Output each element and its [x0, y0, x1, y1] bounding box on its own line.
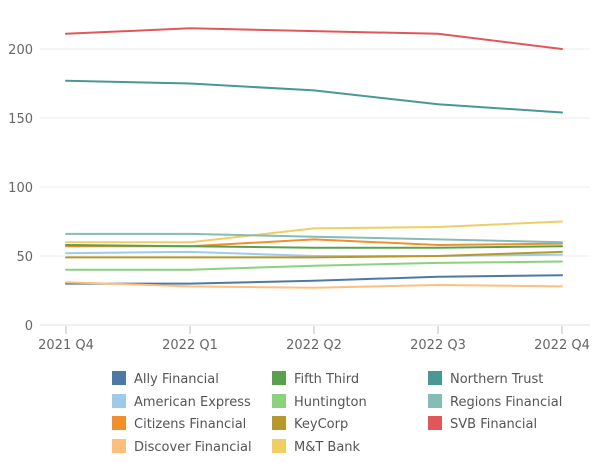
y-tick-label: 50 [16, 250, 33, 265]
x-tick-label: 2022 Q3 [410, 338, 466, 353]
legend-swatch [272, 416, 286, 430]
legend-label: SVB Financial [450, 417, 537, 432]
series-line-regions-financial [65, 232, 563, 244]
legend-item-m-t-bank[interactable]: M&T Bank [272, 439, 361, 455]
series-line-fifth-third [65, 244, 563, 249]
legend-item-svb-financial[interactable]: SVB Financial [428, 416, 537, 432]
y-tick-label: 200 [8, 43, 33, 58]
legend-item-keycorp[interactable]: KeyCorp [272, 416, 348, 432]
legend-swatch [272, 394, 286, 408]
legend-label: M&T Bank [294, 440, 361, 455]
legend-item-northern-trust[interactable]: Northern Trust [428, 371, 543, 387]
legend-label: Fifth Third [294, 372, 359, 387]
legend-item-discover-financial[interactable]: Discover Financial [112, 439, 252, 455]
legend-swatch [428, 416, 442, 430]
legend-item-fifth-third[interactable]: Fifth Third [272, 371, 359, 387]
series-line-m-t-bank [65, 220, 563, 244]
y-tick-label: 0 [25, 319, 33, 334]
series-line-ally-financial [65, 274, 563, 285]
legend-label: American Express [134, 395, 251, 410]
y-axis: 0 50 100 150 200 [8, 43, 33, 334]
legend-label: Huntington [294, 395, 367, 410]
legend-item-huntington[interactable]: Huntington [272, 394, 367, 410]
x-axis: 2021 Q4 2022 Q1 2022 Q2 2022 Q3 2022 Q4 [38, 324, 590, 353]
legend-item-citizens-financial[interactable]: Citizens Financial [112, 416, 246, 432]
legend-swatch [272, 371, 286, 385]
legend-label: Regions Financial [450, 395, 562, 410]
legend-swatch [112, 416, 126, 430]
legend-swatch [272, 439, 286, 453]
y-tick-label: 150 [8, 112, 33, 127]
series-lines [65, 27, 563, 289]
legend: Ally Financial American Express Citizens F… [112, 371, 562, 455]
legend-swatch [112, 371, 126, 385]
series-line-svb-financial [65, 27, 563, 50]
legend-label: Citizens Financial [134, 417, 246, 432]
legend-label: Northern Trust [450, 372, 543, 387]
legend-label: KeyCorp [294, 417, 348, 432]
legend-label: Discover Financial [134, 440, 252, 455]
legend-item-regions-financial[interactable]: Regions Financial [428, 394, 562, 410]
legend-swatch [428, 371, 442, 385]
x-tick-label: 2021 Q4 [38, 338, 94, 353]
legend-item-american-express[interactable]: American Express [112, 394, 251, 410]
series-line-keycorp [65, 250, 563, 259]
legend-item-ally-financial[interactable]: Ally Financial [112, 371, 219, 387]
series-line-northern-trust [65, 79, 563, 114]
legend-swatch [112, 394, 126, 408]
x-tick-label: 2022 Q2 [286, 338, 342, 353]
x-tick-label: 2022 Q1 [162, 338, 218, 353]
x-tick-label: 2022 Q4 [534, 338, 590, 353]
legend-label: Ally Financial [134, 372, 219, 387]
legend-swatch [428, 394, 442, 408]
series-line-huntington [65, 260, 563, 271]
y-tick-label: 100 [8, 181, 33, 196]
legend-swatch [112, 439, 126, 453]
series-line-discover-financial [65, 281, 563, 289]
